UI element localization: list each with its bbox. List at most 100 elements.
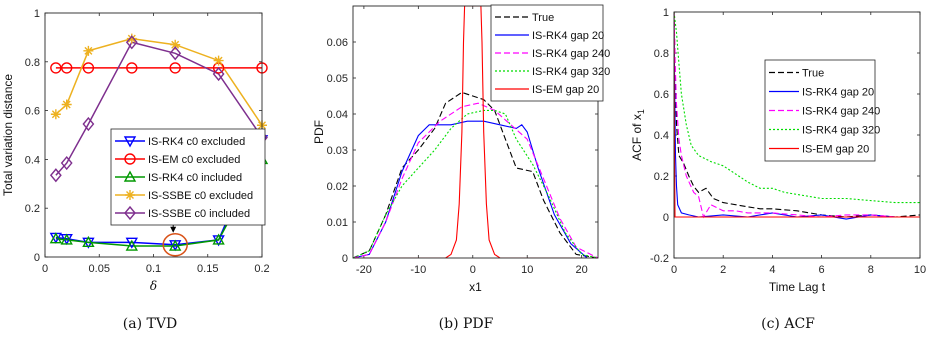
- data-point-marker: [82, 235, 95, 248]
- y-axis-label-subscript: 1: [636, 109, 646, 114]
- y-tick-label: 0.2: [25, 203, 40, 215]
- x-tick-label: 2: [720, 264, 726, 276]
- y-axis-label: PDF: [312, 120, 326, 144]
- y-tick-label: 0.2: [654, 171, 669, 183]
- series-line: [674, 12, 920, 220]
- series-line: [674, 12, 920, 204]
- y-tick-label: 0.06: [327, 37, 348, 49]
- y-tick-label: 1: [663, 7, 669, 19]
- caption-pdf: (b) PDF: [438, 316, 494, 332]
- x-tick-label: 4: [769, 264, 775, 276]
- x-tick-label: 0: [671, 264, 677, 276]
- x-tick-label: 0.1: [146, 263, 161, 275]
- x-tick-label: 10: [914, 264, 926, 276]
- data-point-marker: [125, 237, 138, 249]
- axes-box: [673, 11, 921, 259]
- series-line: [353, 102, 598, 258]
- series-line: [674, 12, 920, 218]
- y-tick-label: 0.05: [327, 73, 348, 85]
- legend-swatch-marker: [124, 205, 136, 221]
- legend-swatch-marker: [123, 136, 137, 148]
- y-tick-label: 0.6: [654, 89, 669, 101]
- y-tick-label: 0.4: [25, 154, 40, 166]
- data-point-marker: [83, 45, 94, 56]
- y-tick-label: 0.4: [654, 130, 669, 142]
- y-tick-label: 0: [34, 252, 40, 264]
- legend-label: IS-RK4 c0 excluded: [148, 136, 245, 148]
- series-group: [353, 6, 598, 258]
- data-point-marker: [60, 155, 73, 171]
- x-tick-label: 0.05: [89, 263, 110, 275]
- x-tick-label: 8: [868, 264, 874, 276]
- legend: IS-RK4 c0 excluded IS-EM c0 excluded IS-RK…: [110, 128, 266, 226]
- legend-swatch-marker: [124, 153, 136, 165]
- x-tick-label: -10: [410, 264, 426, 276]
- caption-acf: (c) ACF: [761, 316, 815, 332]
- y-tick-label: 0.03: [327, 145, 348, 157]
- data-point-marker: [212, 66, 225, 82]
- data-point-marker: [61, 99, 72, 110]
- data-point-marker: [213, 55, 224, 66]
- legend-label: IS-RK4 gap 20: [802, 87, 874, 99]
- data-point-marker: [169, 46, 182, 61]
- legend-label: IS-RK4 gap 240: [532, 48, 610, 60]
- x-tick-label: -20: [356, 264, 372, 276]
- y-tick-label: 0.02: [327, 181, 348, 193]
- legend-label: True: [532, 12, 554, 24]
- legend: True IS-RK4 gap 20 IS-RK4 gap 240 IS-RK4 ga…: [490, 4, 610, 102]
- x-tick-label: 0.2: [254, 263, 269, 275]
- x-tick-label: 0: [42, 263, 48, 275]
- legend-label: IS-RK4 gap 320: [532, 66, 610, 78]
- series-line: [353, 120, 598, 258]
- data-point-marker: [82, 116, 95, 132]
- x-tick-label: 10: [521, 264, 533, 276]
- axes-box: [352, 5, 599, 259]
- legend-label: IS-EM gap 20: [532, 84, 599, 96]
- data-point-marker: [49, 168, 62, 183]
- data-point-marker: [170, 39, 181, 50]
- y-tick-label: 0.6: [25, 106, 40, 118]
- y-tick-label: 0.04: [327, 109, 348, 121]
- legend-label: IS-EM c0 excluded: [148, 154, 240, 166]
- y-tick-label: 0.8: [654, 48, 669, 60]
- x-tick-label: 6: [819, 264, 825, 276]
- legend-label: IS-EM gap 20: [802, 144, 869, 156]
- caption-tvd: (a) TVD: [122, 316, 178, 332]
- series-line: [674, 12, 920, 219]
- legend-label: IS-RK4 c0 included: [148, 172, 242, 184]
- data-point-marker: [126, 33, 137, 44]
- legend-swatch-marker: [123, 170, 137, 182]
- x-axis-label: Time Lag t: [769, 280, 826, 294]
- legend-label: IS-RK4 gap 20: [532, 30, 604, 42]
- x-tick-label: 0.15: [197, 263, 218, 275]
- x-tick-label: 0: [470, 264, 476, 276]
- data-point-marker: [50, 109, 61, 120]
- optimal-gap-circle: [162, 233, 188, 257]
- legend: True IS-RK4 gap 20 IS-RK4 gap 240 IS-RK4 ga…: [764, 59, 880, 162]
- data-point-marker: [82, 62, 95, 74]
- data-point-marker: [169, 62, 181, 74]
- y-tick-label: 0.01: [327, 217, 348, 229]
- legend-label: IS-RK4 gap 240: [802, 106, 880, 118]
- panel-pdf: -20 -10 0 10 20 0 0.01 0.02 0.03 0.04 0.05 0.06 x1 PD…: [312, 4, 610, 294]
- y-axis-label: ACF of x1: [630, 109, 646, 161]
- data-point-marker: [125, 239, 138, 251]
- data-point-marker: [60, 62, 73, 74]
- legend-label: IS-SSBE c0 excluded: [148, 190, 253, 202]
- y-axis-label: Total variation distance: [1, 74, 15, 196]
- annotation-arrow-head: [170, 226, 177, 233]
- y-tick-label: -0.2: [650, 253, 669, 265]
- data-point-marker: [50, 62, 62, 74]
- data-point-marker: [169, 239, 182, 251]
- data-point-marker: [60, 233, 73, 245]
- x-axis-label: x1: [469, 280, 482, 294]
- series-line: [353, 6, 598, 258]
- y-tick-label: 0.8: [25, 57, 40, 69]
- x-tick-label: 20: [576, 264, 588, 276]
- legend-label: True: [802, 68, 824, 80]
- legend-label: IS-RK4 gap 320: [802, 125, 880, 137]
- data-point-marker: [212, 233, 225, 245]
- panel-tvd: 0 0.05 0.1 0.15 0.2 0 0.2 0.4 0.6 0.8 1 δ Total vari…: [1, 8, 270, 293]
